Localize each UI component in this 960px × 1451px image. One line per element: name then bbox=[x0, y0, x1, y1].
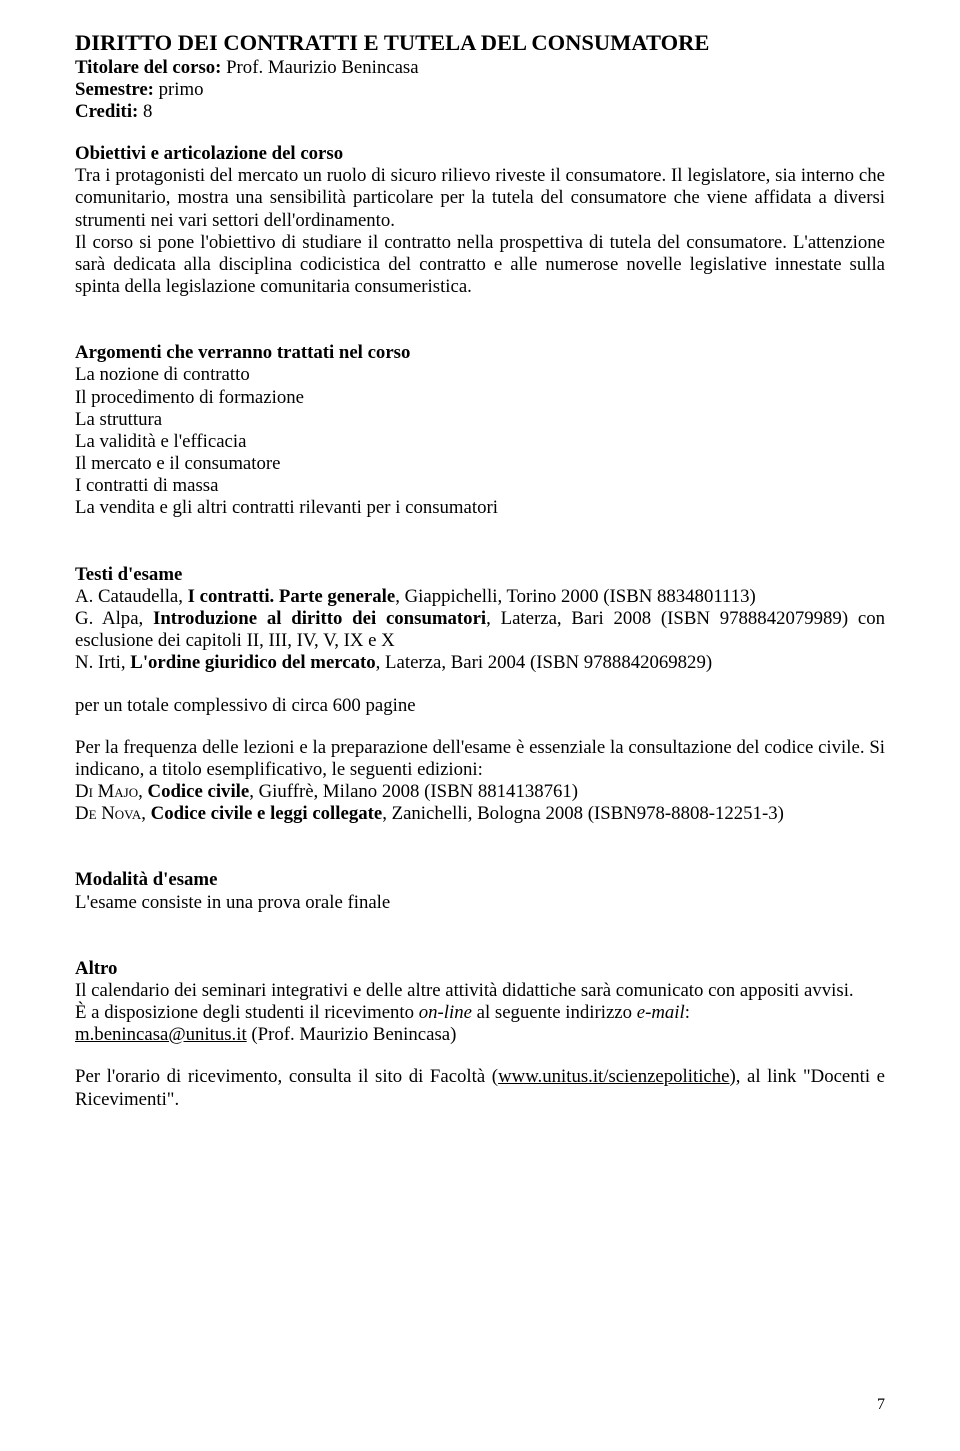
course-title: DIRITTO DEI CONTRATTI E TUTELA DEL CONSU… bbox=[75, 30, 885, 57]
testo-2-title: Introduzione al diritto dei consumatori bbox=[153, 608, 486, 629]
codice-1-title: Codice civile bbox=[148, 781, 250, 802]
testo-2: G. Alpa, Introduzione al diritto dei con… bbox=[75, 608, 885, 652]
orario-line: Per l'orario di ricevimento, consulta il… bbox=[75, 1066, 885, 1110]
semestre-line: Semestre: primo bbox=[75, 79, 885, 101]
testo-1-author: A. Cataudella, bbox=[75, 586, 188, 607]
altro-2-email: e-mail bbox=[637, 1002, 685, 1023]
crediti-value: 8 bbox=[138, 101, 152, 122]
argomenti-item: La nozione di contratto bbox=[75, 364, 885, 386]
codice-1-sep: , bbox=[138, 781, 147, 802]
codice-2-author: De Nova bbox=[75, 803, 141, 824]
obiettivi-paragraph-1: Tra i protagonisti del mercato un ruolo … bbox=[75, 165, 885, 232]
codice-2: De Nova, Codice civile e leggi collegate… bbox=[75, 803, 885, 825]
argomenti-item: La vendita e gli altri contratti rilevan… bbox=[75, 497, 885, 519]
testo-3: N. Irti, L'ordine giuridico del mercato,… bbox=[75, 652, 885, 674]
testo-1-rest: , Giappichelli, Torino 2000 (ISBN 883480… bbox=[395, 586, 756, 607]
crediti-line: Crediti: 8 bbox=[75, 101, 885, 123]
document-page: DIRITTO DEI CONTRATTI E TUTELA DEL CONSU… bbox=[0, 0, 960, 1451]
semestre-value: primo bbox=[154, 79, 204, 100]
obiettivi-paragraph-2: Il corso si pone l'obiettivo di studiare… bbox=[75, 232, 885, 299]
email-link[interactable]: m.benincasa@unitus.it bbox=[75, 1024, 247, 1045]
page-number: 7 bbox=[877, 1396, 885, 1415]
orario-pre: Per l'orario di ricevimento, consulta il… bbox=[75, 1066, 498, 1087]
codice-2-title: Codice civile e leggi collegate bbox=[151, 803, 383, 824]
testo-3-author: N. Irti, bbox=[75, 652, 130, 673]
codice-2-sep: , bbox=[141, 803, 150, 824]
testo-3-title: L'ordine giuridico del mercato bbox=[130, 652, 375, 673]
altro-2-mid: al seguente indirizzo bbox=[472, 1002, 637, 1023]
totale-pagine: per un totale complessivo di circa 600 p… bbox=[75, 695, 885, 717]
testi-heading: Testi d'esame bbox=[75, 564, 885, 586]
altro-2-online: on-line bbox=[419, 1002, 472, 1023]
testo-2-author: G. Alpa, bbox=[75, 608, 153, 629]
codice-1: Di Majo, Codice civile, Giuffrè, Milano … bbox=[75, 781, 885, 803]
titolare-label: Titolare del corso: bbox=[75, 57, 221, 78]
testo-1-title: I contratti. Parte generale bbox=[188, 586, 396, 607]
orario-link[interactable]: www.unitus.it/scienzepolitiche bbox=[498, 1066, 729, 1087]
argomenti-item: La struttura bbox=[75, 409, 885, 431]
semestre-label: Semestre: bbox=[75, 79, 154, 100]
titolare-line: Titolare del corso: Prof. Maurizio Benin… bbox=[75, 57, 885, 79]
altro-heading: Altro bbox=[75, 958, 885, 980]
testo-1: A. Cataudella, I contratti. Parte genera… bbox=[75, 586, 885, 608]
email-post: (Prof. Maurizio Benincasa) bbox=[247, 1024, 457, 1045]
codice-1-author: Di Majo bbox=[75, 781, 138, 802]
modalita-heading: Modalità d'esame bbox=[75, 869, 885, 891]
altro-2-pre: È a disposizione degli studenti il ricev… bbox=[75, 1002, 419, 1023]
altro-paragraph-1: Il calendario dei seminari integrativi e… bbox=[75, 980, 885, 1002]
argomenti-item: La validità e l'efficacia bbox=[75, 431, 885, 453]
modalita-body: L'esame consiste in una prova orale fina… bbox=[75, 892, 885, 914]
codice-1-rest: , Giuffrè, Milano 2008 (ISBN 8814138761) bbox=[249, 781, 578, 802]
testo-3-rest: , Laterza, Bari 2004 (ISBN 9788842069829… bbox=[376, 652, 712, 673]
frequenza-paragraph: Per la frequenza delle lezioni e la prep… bbox=[75, 737, 885, 781]
crediti-label: Crediti: bbox=[75, 101, 138, 122]
argomenti-heading: Argomenti che verranno trattati nel cors… bbox=[75, 342, 885, 364]
argomenti-item: Il procedimento di formazione bbox=[75, 387, 885, 409]
altro-2-post: : bbox=[685, 1002, 690, 1023]
email-line: m.benincasa@unitus.it (Prof. Maurizio Be… bbox=[75, 1024, 885, 1046]
altro-paragraph-2: È a disposizione degli studenti il ricev… bbox=[75, 1002, 885, 1024]
codice-2-rest: , Zanichelli, Bologna 2008 (ISBN978-8808… bbox=[382, 803, 784, 824]
argomenti-item: Il mercato e il consumatore bbox=[75, 453, 885, 475]
argomenti-item: I contratti di massa bbox=[75, 475, 885, 497]
titolare-value: Prof. Maurizio Benincasa bbox=[221, 57, 418, 78]
obiettivi-heading: Obiettivi e articolazione del corso bbox=[75, 143, 885, 165]
